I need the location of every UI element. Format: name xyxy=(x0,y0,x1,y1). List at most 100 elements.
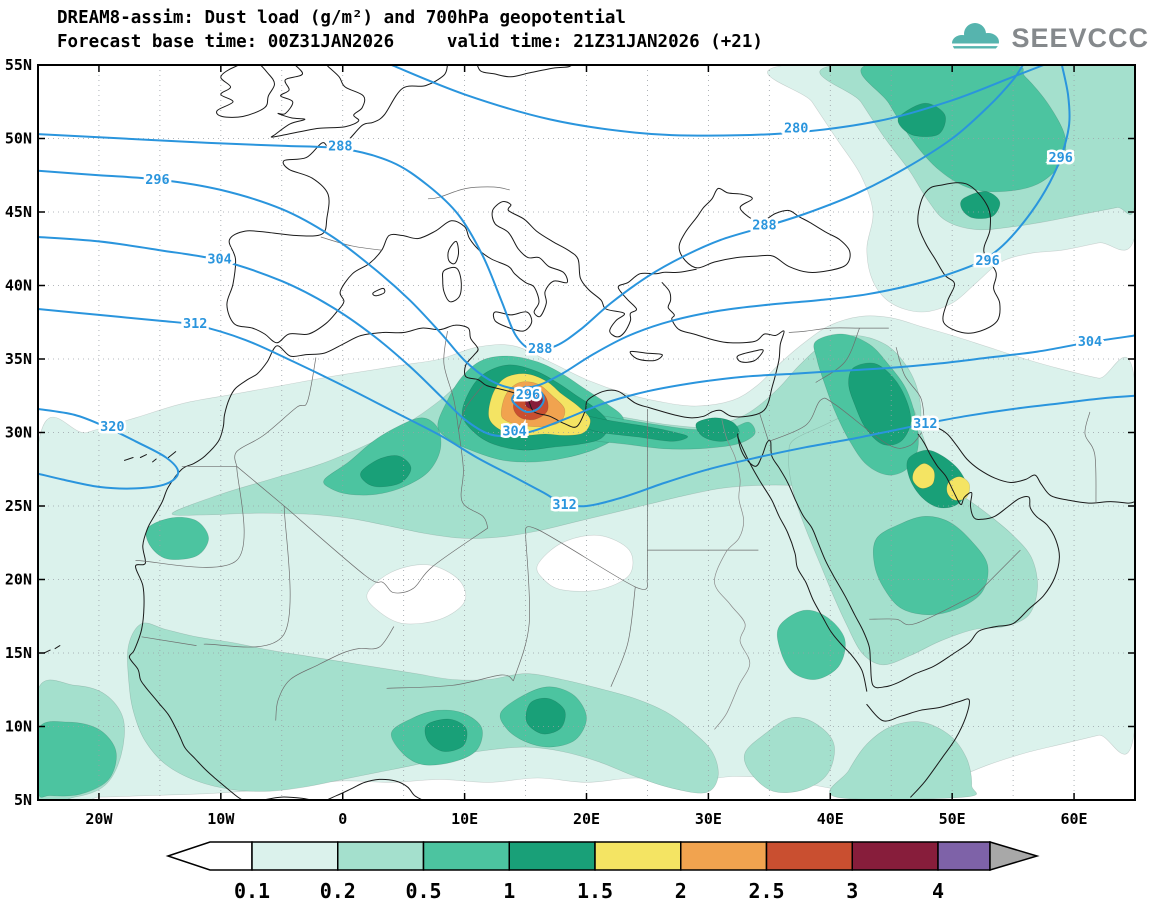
colorbar-segment xyxy=(765,841,853,871)
dust-region-0.5 xyxy=(145,516,209,560)
country-border xyxy=(275,626,395,721)
dust-region-1 xyxy=(848,362,912,446)
country-border xyxy=(458,429,489,529)
contour-label-304: 304 xyxy=(1078,334,1102,350)
x-axis-label: 20W xyxy=(85,810,113,828)
colorbar-segment xyxy=(594,841,682,871)
coastline xyxy=(372,287,386,297)
contour-288 xyxy=(38,65,1024,352)
country-border xyxy=(1084,411,1097,504)
seevccc-logo: SEEVCCC xyxy=(948,20,1149,56)
country-border xyxy=(386,674,514,689)
country-border xyxy=(135,466,245,568)
dust-region-0.2 xyxy=(743,717,835,794)
country-border xyxy=(976,549,1021,595)
x-axis-label: 10W xyxy=(207,810,235,828)
colorbar-segment xyxy=(680,841,768,871)
coastline xyxy=(263,778,424,800)
contour-label-304: 304 xyxy=(502,424,526,440)
coastline xyxy=(152,458,157,463)
coastline xyxy=(737,433,1060,689)
coastline xyxy=(139,454,147,458)
country-border xyxy=(815,327,860,383)
geopotential-contours xyxy=(38,65,1135,508)
contour-label-288: 288 xyxy=(752,218,776,234)
contour-312 xyxy=(38,308,1135,508)
x-axis-label: 20E xyxy=(573,810,600,828)
river xyxy=(714,419,751,730)
map-frame xyxy=(37,64,1136,801)
y-axis-label: 30N xyxy=(5,424,32,442)
colorbar-labels: 0.1 0.2 0.5 1 1.5 2 2.5 3 4 xyxy=(234,879,944,903)
coastline xyxy=(128,282,785,800)
coastline xyxy=(43,649,51,654)
y-axis-label: 5N xyxy=(14,791,32,809)
coastline xyxy=(923,426,1135,504)
coastline xyxy=(917,182,1001,334)
coastline xyxy=(492,311,533,332)
country-border xyxy=(895,347,925,418)
y-axis-label: 45N xyxy=(5,203,32,221)
x-axis-label: 0 xyxy=(338,810,347,828)
y-axis-label: 10N xyxy=(5,718,32,736)
coastline xyxy=(124,457,134,461)
chart-title: DREAM8-assim: Dust load (g/m²) and 700hP… xyxy=(57,8,626,28)
coastline xyxy=(54,645,61,650)
y-axis-label: 40N xyxy=(5,277,32,295)
colorbar-tick-label: 0.1 xyxy=(234,879,270,903)
contour-label-288: 288 xyxy=(328,138,352,154)
y-axis-label: 25N xyxy=(5,497,32,515)
dust-region-1 xyxy=(525,697,566,735)
contour-label-320: 320 xyxy=(100,419,124,435)
colorbar-segment xyxy=(337,841,425,871)
dust-region-1 xyxy=(424,718,468,752)
contour-label-280: 280 xyxy=(784,121,808,137)
colorbar-tick-label: 2.5 xyxy=(748,879,784,903)
country-border xyxy=(283,505,488,594)
contour-labels: 280 288 288 288 296 296 296 296 304 304 304 312 312 3… xyxy=(98,118,1105,515)
contour-label-288: 288 xyxy=(528,341,552,357)
dust-region-0.2 xyxy=(829,721,977,800)
x-axis-label: 60E xyxy=(1061,810,1088,828)
coastline xyxy=(441,266,462,303)
dust-region-1 xyxy=(574,414,688,442)
coastline xyxy=(226,65,697,344)
dust-region-0.2 xyxy=(127,622,719,794)
contour-label-312: 312 xyxy=(183,316,207,332)
country-border xyxy=(203,505,291,648)
country-border xyxy=(443,331,459,430)
contour-label-296: 296 xyxy=(1048,150,1072,166)
country-border xyxy=(513,535,531,681)
coastline xyxy=(270,65,366,138)
colorbar-tick-label: 4 xyxy=(932,879,944,903)
map-canvas: 280 288 288 288 296 296 296 296 304 304 304 312 312 3… xyxy=(5,56,1136,828)
contour-296 xyxy=(511,385,545,413)
coastline xyxy=(678,187,851,274)
country-border xyxy=(759,413,769,441)
colorbar-tick-label: 3 xyxy=(846,879,858,903)
country-border xyxy=(236,466,285,507)
y-axis-label: 50N xyxy=(5,130,32,148)
dust-region-1 xyxy=(695,417,740,442)
contour-label-296: 296 xyxy=(145,172,169,188)
y-axis-label: 55N xyxy=(5,56,32,74)
country-border xyxy=(610,586,636,687)
dust-region-1.5 xyxy=(946,476,971,501)
dust-region-1 xyxy=(897,102,946,137)
y-axis-label: 20N xyxy=(5,571,32,589)
colorbar-bar xyxy=(165,840,1040,872)
colorbar-segment xyxy=(851,841,939,871)
colorbar-segment xyxy=(508,841,596,871)
coastline xyxy=(629,350,663,362)
contour-label-304: 304 xyxy=(207,252,231,268)
country-border xyxy=(234,357,317,467)
chart-subtitle: Forecast base time: 00Z31JAN2026 valid t… xyxy=(57,32,763,52)
axis-labels: 5N 10N 15N 20N 25N 30N 35N 40N 45N 50N 55N 20W 10W 0 1… xyxy=(5,56,1088,828)
basemap xyxy=(43,65,1135,800)
coastline xyxy=(216,65,275,118)
x-axis-label: 10E xyxy=(451,810,478,828)
dust-region-0.5 xyxy=(38,721,117,798)
coastline xyxy=(167,451,177,458)
contour-label-296: 296 xyxy=(516,387,540,403)
